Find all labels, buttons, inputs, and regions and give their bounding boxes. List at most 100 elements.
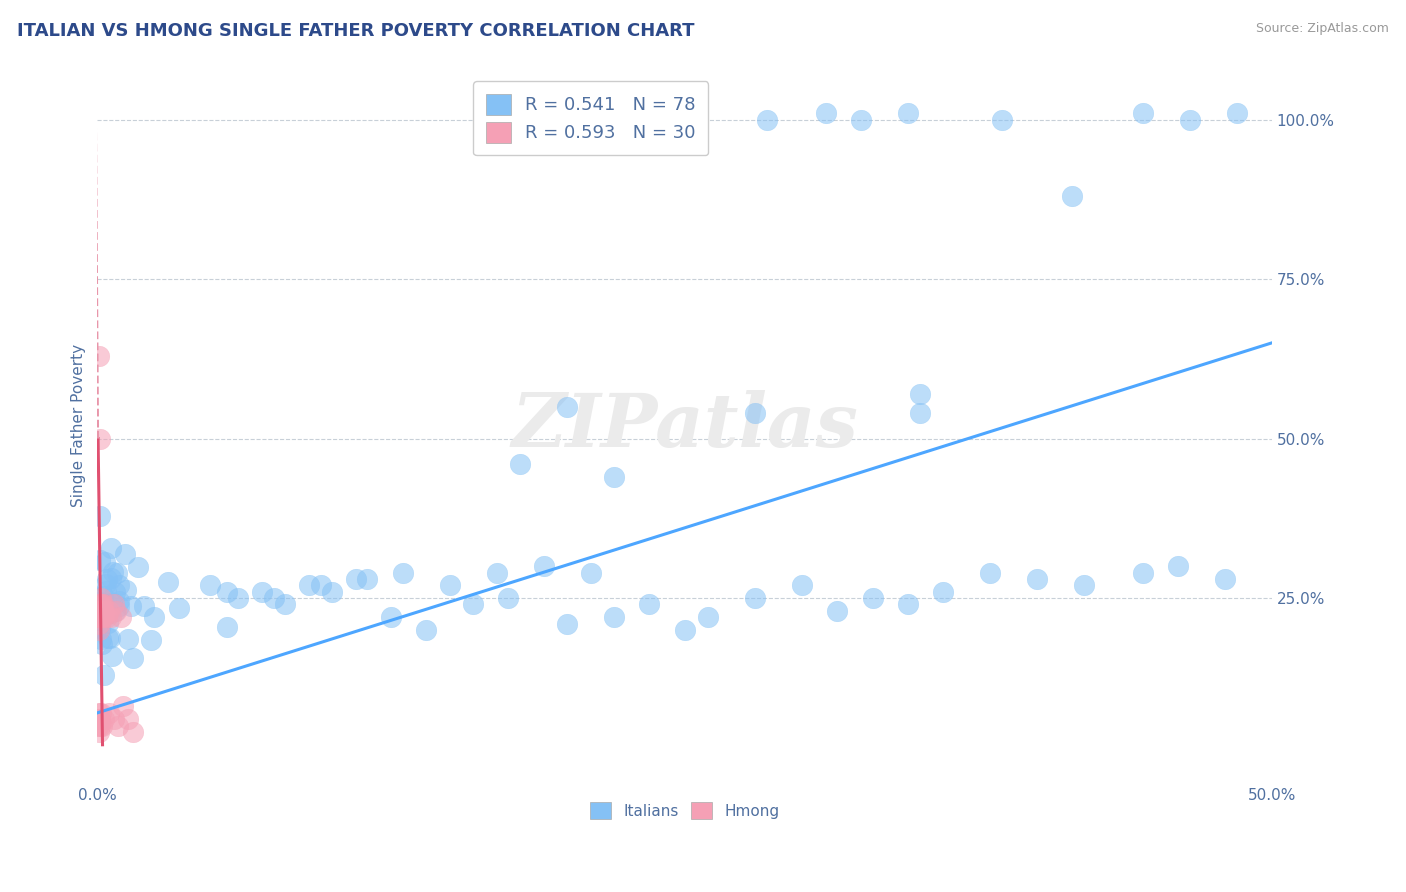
Point [744, 591, 766, 605]
Point [89, 553, 111, 567]
Point [117, 712, 139, 726]
Point [89, 610, 111, 624]
Point [142, 610, 165, 624]
Point [89, 616, 111, 631]
Point [121, 725, 143, 739]
Point [89, 610, 111, 624]
Point [1132, 566, 1154, 580]
Point [94, 576, 117, 591]
Point [93, 667, 115, 681]
Point [101, 565, 124, 579]
Point [90, 632, 112, 646]
Point [697, 610, 720, 624]
Point [90, 610, 112, 624]
Point [91, 610, 114, 624]
Point [603, 470, 626, 484]
Point [89, 712, 111, 726]
Point [215, 620, 238, 634]
Point [908, 406, 931, 420]
Point [1178, 112, 1201, 127]
Point [533, 559, 555, 574]
Point [89, 605, 111, 619]
Point [97, 616, 120, 631]
Point [897, 598, 920, 612]
Point [1073, 578, 1095, 592]
Point [87, 598, 110, 612]
Point [932, 584, 955, 599]
Point [122, 650, 145, 665]
Text: ZIPatlas: ZIPatlas [512, 390, 858, 462]
Point [89, 509, 111, 524]
Point [755, 112, 778, 127]
Point [1132, 106, 1154, 120]
Point [87, 718, 110, 732]
Point [103, 598, 125, 612]
Point [380, 610, 402, 624]
Point [93, 604, 115, 618]
Point [100, 541, 122, 555]
Point [89, 604, 111, 618]
Point [744, 406, 766, 420]
Point [108, 594, 131, 608]
Point [849, 112, 872, 127]
Point [1167, 559, 1189, 574]
Point [105, 604, 128, 618]
Point [673, 623, 696, 637]
Point [91, 718, 114, 732]
Point [226, 591, 249, 605]
Point [104, 604, 127, 618]
Point [89, 613, 111, 627]
Point [274, 598, 297, 612]
Point [309, 578, 332, 592]
Point [101, 648, 124, 663]
Point [127, 559, 149, 574]
Point [555, 400, 578, 414]
Point [107, 566, 129, 580]
Point [897, 106, 920, 120]
Point [990, 112, 1012, 127]
Legend: Italians, Hmong: Italians, Hmong [583, 796, 786, 825]
Point [98, 607, 121, 621]
Point [89, 601, 111, 615]
Point [91, 610, 114, 624]
Point [391, 566, 413, 580]
Point [321, 584, 343, 599]
Text: ITALIAN VS HMONG SINGLE FATHER POVERTY CORRELATION CHART: ITALIAN VS HMONG SINGLE FATHER POVERTY C… [17, 22, 695, 40]
Point [94, 555, 117, 569]
Point [263, 591, 285, 605]
Point [96, 610, 118, 624]
Point [827, 604, 849, 618]
Point [298, 578, 321, 592]
Point [1062, 189, 1084, 203]
Point [100, 610, 122, 624]
Point [90, 604, 112, 618]
Point [87, 610, 110, 624]
Point [98, 604, 121, 618]
Point [814, 106, 837, 120]
Point [139, 632, 162, 647]
Point [908, 387, 931, 401]
Point [87, 706, 110, 720]
Point [1026, 572, 1049, 586]
Point [87, 349, 110, 363]
Point [790, 578, 813, 592]
Point [103, 712, 125, 726]
Point [100, 571, 122, 585]
Point [93, 610, 115, 624]
Point [101, 596, 124, 610]
Point [114, 547, 136, 561]
Point [87, 725, 110, 739]
Point [117, 632, 139, 646]
Point [107, 599, 129, 613]
Point [90, 591, 112, 605]
Point [115, 582, 138, 597]
Point [87, 604, 110, 618]
Text: Source: ZipAtlas.com: Source: ZipAtlas.com [1256, 22, 1389, 36]
Point [91, 604, 114, 618]
Point [439, 578, 461, 592]
Point [98, 706, 121, 720]
Point [89, 598, 111, 612]
Point [979, 566, 1001, 580]
Point [1213, 572, 1236, 586]
Point [415, 623, 437, 637]
